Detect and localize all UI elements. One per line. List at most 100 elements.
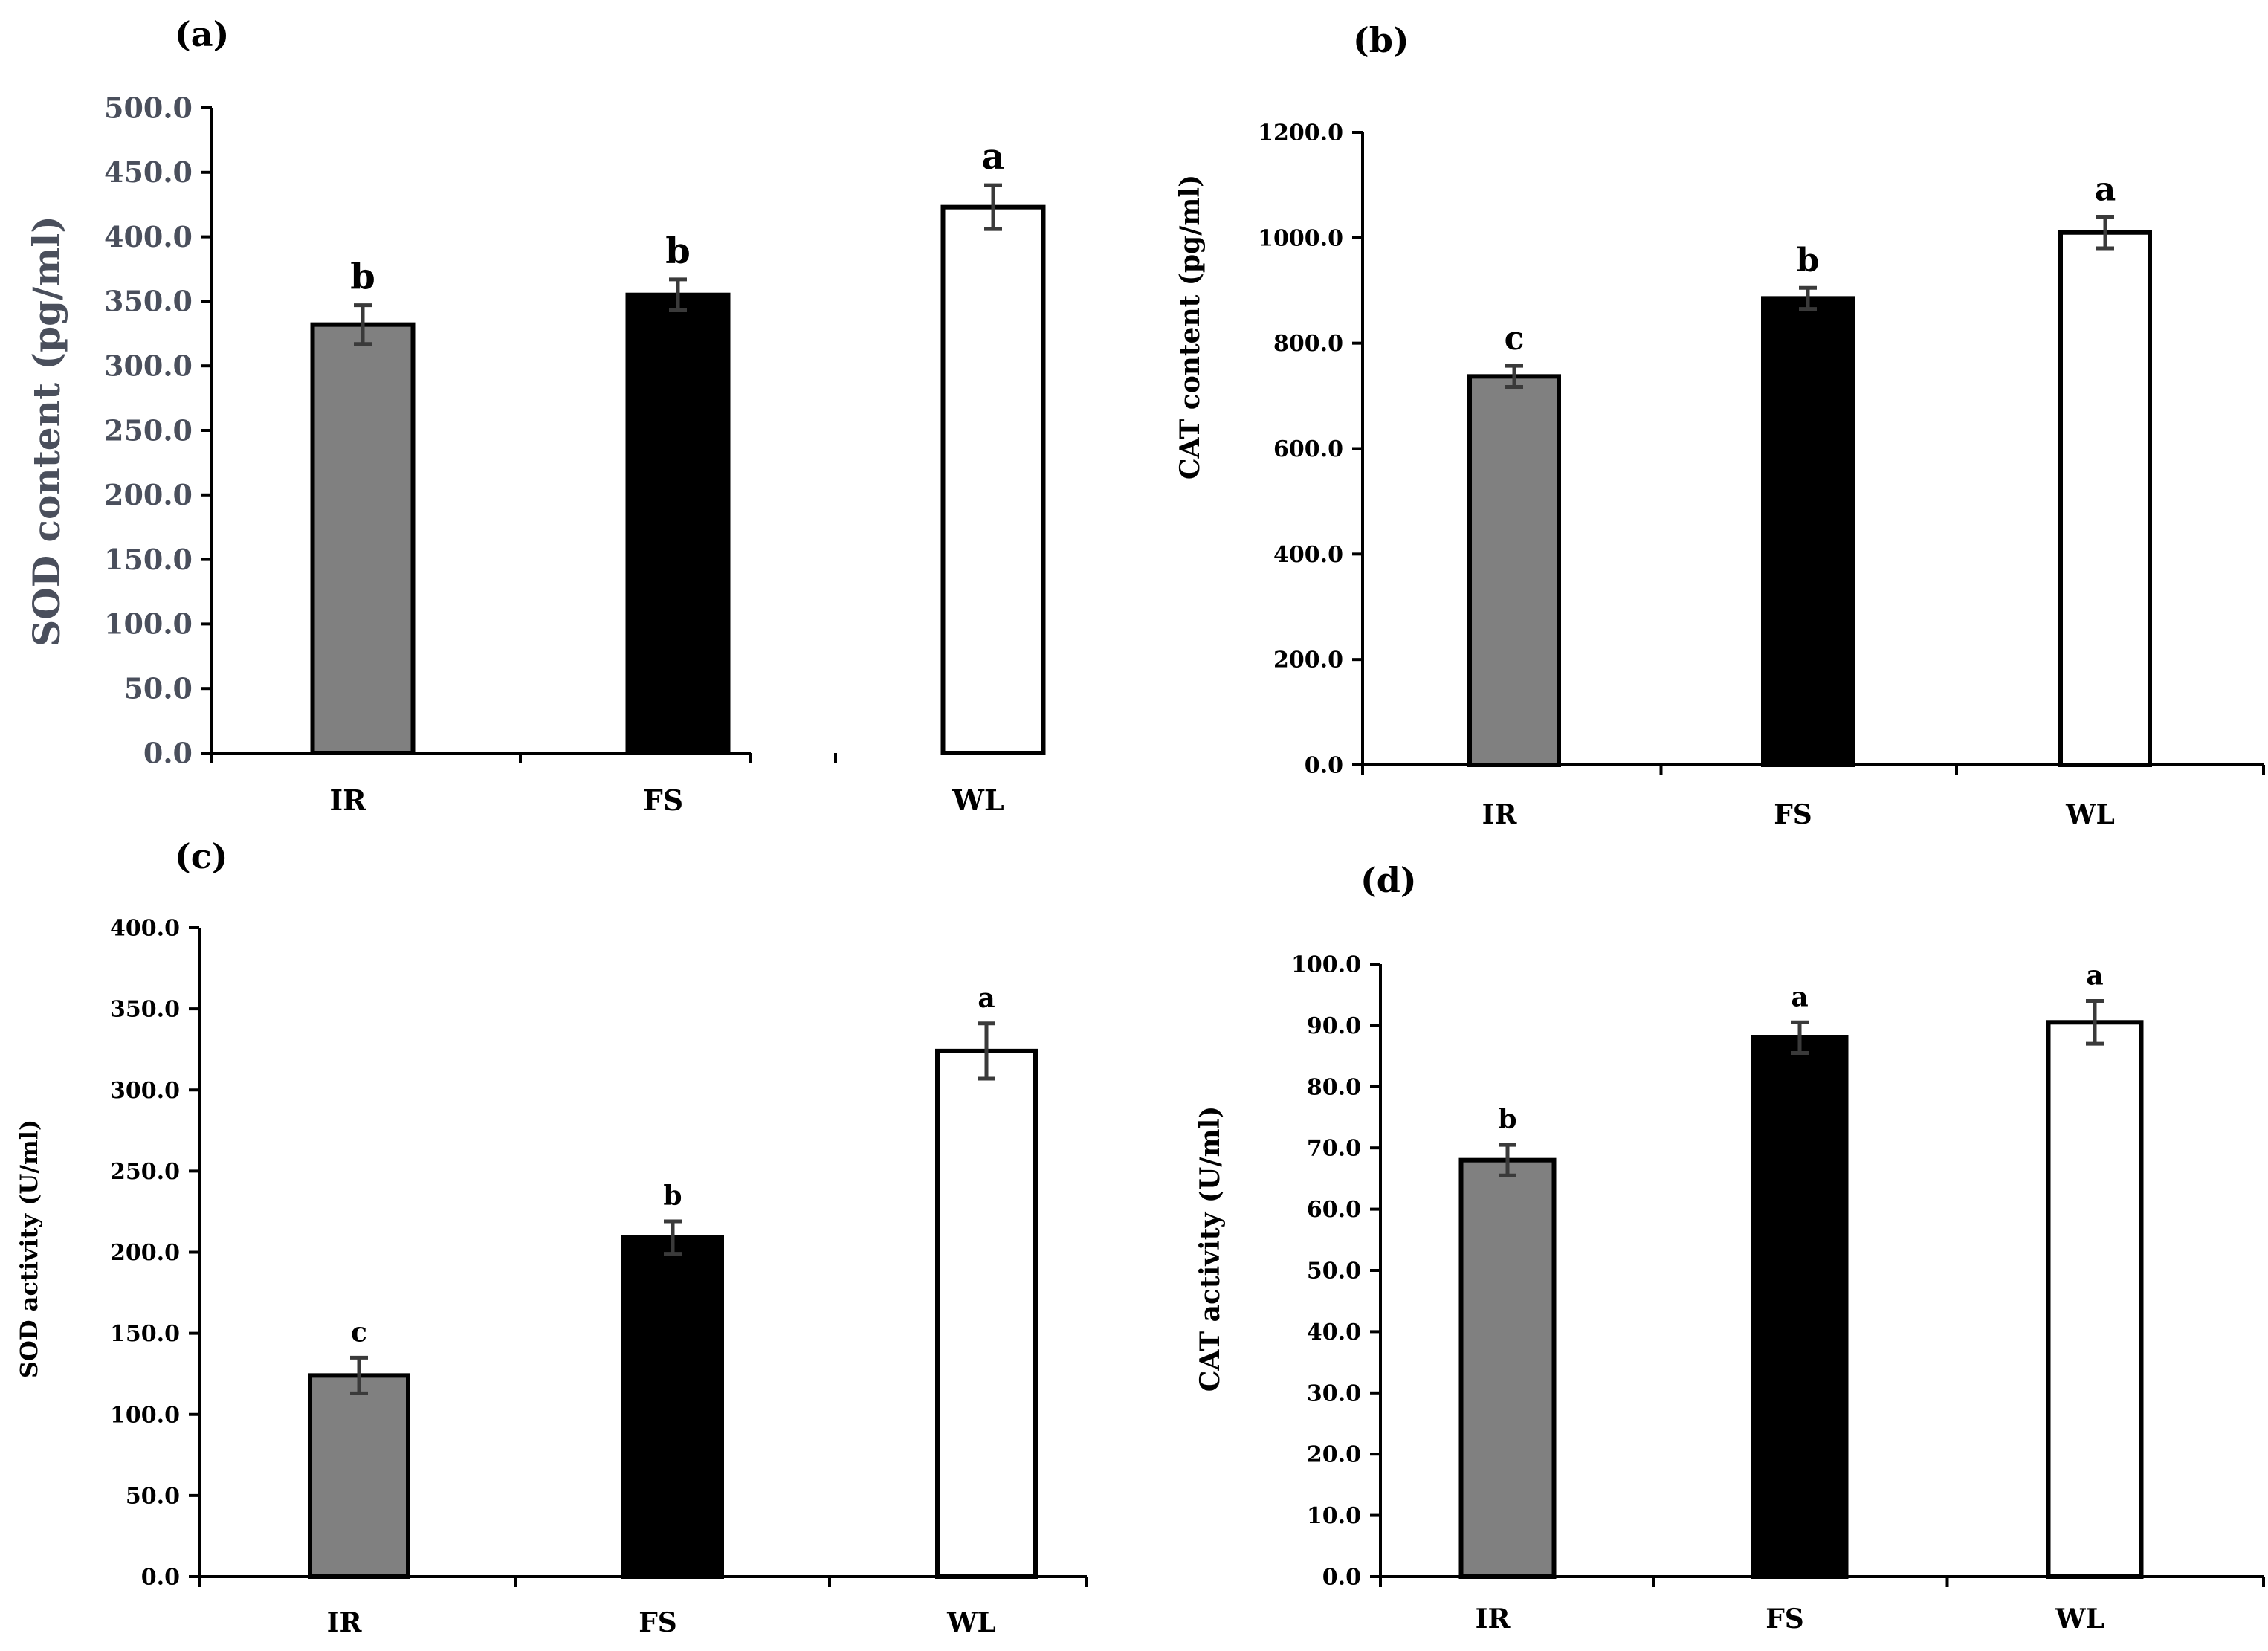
y-tick-label: 10.0 — [1307, 1503, 1361, 1529]
bar-wl — [2046, 1020, 2144, 1579]
error-bar — [354, 303, 372, 346]
significance-letter: b — [1797, 242, 1820, 280]
error-bar — [2086, 998, 2104, 1046]
y-tick-label: 40.0 — [1307, 1319, 1361, 1345]
panel-label: (d) — [1360, 860, 1417, 900]
error-bar — [1505, 364, 1523, 390]
y-axis-label: CAT content (pg/ml) — [1175, 175, 1206, 479]
y-tick-label: 60.0 — [1307, 1197, 1361, 1223]
y-tick-label: 500.0 — [104, 91, 193, 124]
y-tick-label: 70.0 — [1307, 1136, 1361, 1162]
significance-letter: a — [2086, 960, 2103, 991]
y-tick-label: 20.0 — [1307, 1442, 1361, 1468]
bar-ir — [1458, 1157, 1557, 1580]
x-category-label: IR — [327, 1607, 363, 1638]
chart-panel-4: (d) 0.0 10.0 20.0 30.0 40.0 50.0 60.0 70.0 80.0 90… — [1195, 860, 2265, 1635]
y-axis-label: SOD activity (U/ml) — [15, 1119, 43, 1378]
y-tick-label: 150.0 — [104, 543, 193, 576]
bar-fs — [1761, 296, 1855, 767]
y-tick-label: 100.0 — [1291, 952, 1361, 978]
significance-letter: a — [2095, 170, 2116, 208]
x-category-label: IR — [329, 784, 366, 817]
y-tick-label: 400.0 — [1273, 542, 1343, 568]
y-tick-label: 1200.0 — [1258, 120, 1343, 146]
y-tick-label: 200.0 — [110, 1240, 180, 1266]
error-bar — [350, 1355, 368, 1395]
y-tick-label: 90.0 — [1307, 1013, 1361, 1039]
error-bar — [1799, 285, 1817, 311]
y-tick-label: 200.0 — [104, 478, 193, 511]
bar-ir — [1467, 374, 1561, 767]
error-bar — [669, 277, 687, 313]
error-bar — [664, 1219, 682, 1256]
y-tick-label: 100.0 — [110, 1402, 180, 1428]
x-category-label: IR — [1476, 1603, 1511, 1635]
x-category-label: FS — [1774, 799, 1812, 830]
bar-wl — [940, 204, 1046, 755]
x-category-label: FS — [1765, 1603, 1804, 1635]
significance-letter: a — [1791, 981, 1808, 1012]
y-tick-label: 50.0 — [126, 1483, 180, 1509]
y-tick-label: 150.0 — [110, 1321, 180, 1347]
panel-label: (c) — [175, 836, 228, 876]
bar-fs — [621, 1235, 724, 1580]
y-tick-label: 1000.0 — [1258, 225, 1343, 251]
significance-letter: b — [1498, 1104, 1516, 1135]
y-tick-label: 300.0 — [110, 1078, 180, 1104]
chart-panel-1: (a) 0.0 50.0 100.0 150.0 200.0 250.0 300.0 350.0… — [25, 14, 1046, 817]
error-bar — [2096, 214, 2114, 251]
y-tick-label: 80.0 — [1307, 1074, 1361, 1100]
y-tick-label: 30.0 — [1307, 1380, 1361, 1406]
y-tick-label: 350.0 — [104, 285, 193, 318]
significance-letter: b — [350, 256, 375, 298]
x-category-label: WL — [946, 1607, 996, 1638]
bar-ir — [310, 322, 416, 755]
y-tick-label: 200.0 — [1273, 647, 1343, 673]
x-category-label: WL — [2065, 799, 2115, 830]
y-tick-label: 350.0 — [110, 997, 180, 1023]
bar-wl — [935, 1048, 1038, 1579]
y-axis-label: CAT activity (U/ml) — [1195, 1106, 1226, 1392]
y-tick-label: 0.0 — [1305, 753, 1343, 779]
y-tick-label: 250.0 — [110, 1159, 180, 1185]
panel-label: (a) — [175, 14, 229, 54]
chart-panel-3: (c) 0.0 50.0 100.0 150.0 200.0 250.0 300.0 350.0… — [15, 836, 1088, 1638]
significance-letter: b — [663, 1180, 682, 1212]
bar-ir — [308, 1373, 410, 1579]
y-tick-label: 400.0 — [110, 916, 180, 942]
y-tick-label: 50.0 — [1307, 1259, 1361, 1285]
x-category-label: WL — [952, 784, 1004, 817]
y-tick-label: 250.0 — [104, 413, 193, 447]
error-bar — [1791, 1020, 1809, 1055]
error-bar — [978, 1021, 995, 1081]
chart-panel-2: (b) 0.0 200.0 400.0 600.0 800.0 1000.0 1200.0 CA… — [1175, 20, 2265, 830]
error-bar — [984, 183, 1002, 231]
y-tick-label: 300.0 — [104, 349, 193, 383]
y-tick-label: 800.0 — [1273, 331, 1343, 357]
significance-letter: a — [981, 136, 1004, 178]
y-tick-label: 100.0 — [104, 607, 193, 641]
y-tick-label: 450.0 — [104, 155, 193, 189]
bar-fs — [1751, 1035, 1849, 1579]
significance-letter: c — [1505, 320, 1525, 358]
significance-letter: c — [351, 1316, 367, 1348]
x-category-label: IR — [1482, 799, 1518, 830]
y-tick-label: 400.0 — [104, 220, 193, 253]
x-category-label: FS — [639, 1607, 677, 1638]
y-tick-label: 0.0 — [1322, 1565, 1361, 1591]
y-tick-label: 600.0 — [1273, 436, 1343, 462]
panel-label: (b) — [1353, 20, 1409, 60]
y-tick-label: 0.0 — [141, 1565, 180, 1591]
significance-letter: b — [665, 230, 691, 272]
bar-fs — [625, 292, 731, 756]
x-category-label: WL — [2055, 1603, 2104, 1635]
y-tick-label: 50.0 — [123, 672, 193, 705]
bar-wl — [2058, 230, 2152, 768]
error-bar — [1499, 1143, 1516, 1177]
y-axis-label: SOD content (pg/ml) — [25, 216, 68, 647]
x-category-label: FS — [643, 784, 683, 817]
significance-letter: a — [978, 983, 995, 1014]
y-tick-label: 0.0 — [143, 736, 193, 769]
